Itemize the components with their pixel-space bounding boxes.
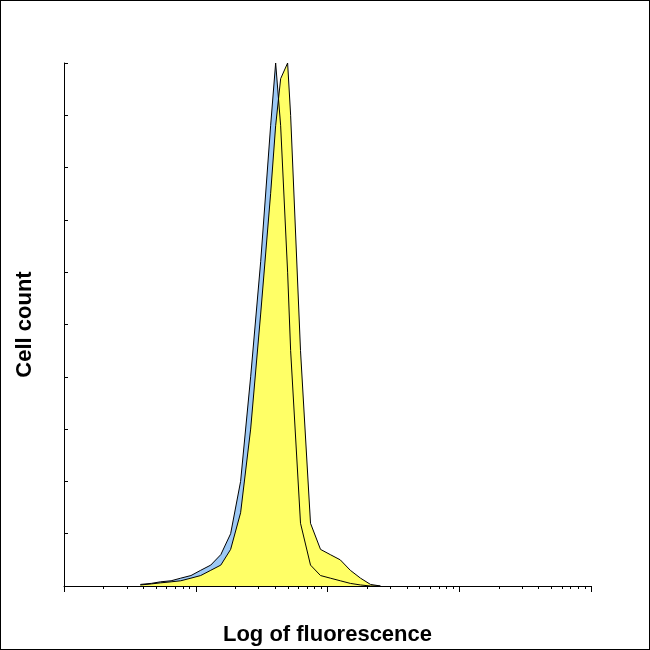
svg-text:Cell count: Cell count	[11, 271, 36, 378]
svg-text:Log of fluorescence: Log of fluorescence	[223, 621, 432, 646]
